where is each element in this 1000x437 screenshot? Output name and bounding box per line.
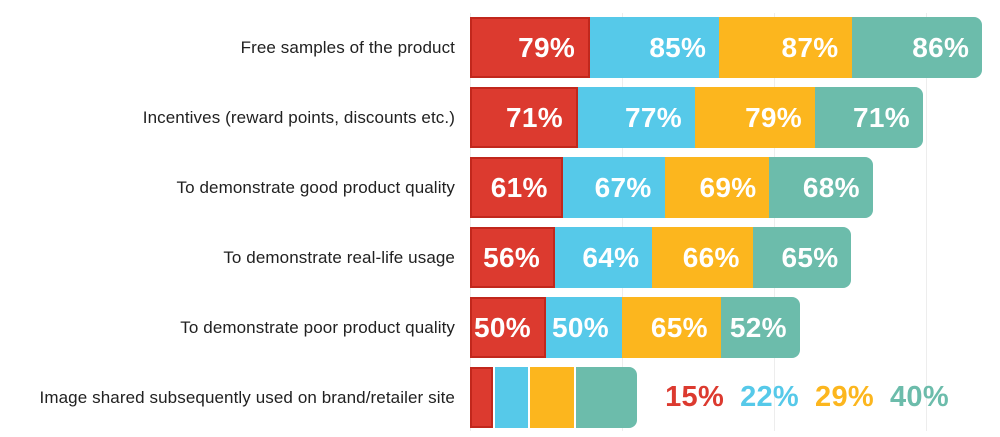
- category-label: Incentives (reward points, discounts etc…: [142, 107, 455, 127]
- segment-value-label: 66%: [682, 241, 740, 273]
- segment-value-label: 65%: [650, 311, 708, 343]
- outside-value-label: 15%: [665, 381, 725, 413]
- bar: 71% 77% 79% 71%: [470, 87, 923, 148]
- segment-value-label: 71%: [505, 101, 563, 133]
- chart-row: To demonstrate real-life usage 56% 64% 66% 6…: [0, 227, 1000, 288]
- grid-line: [926, 13, 927, 431]
- grid-line: [622, 13, 623, 431]
- segment-value-label: 71%: [852, 101, 910, 133]
- bar-segment-sky-blue: 64%: [555, 227, 653, 288]
- bar-segment-teal: 65%: [752, 227, 852, 288]
- bar-segment-yellow: [530, 367, 575, 428]
- segment-value-label: 86%: [912, 31, 970, 63]
- bar-segment-yellow: 87%: [719, 17, 852, 78]
- category-label: Image shared subsequently used on brand/…: [39, 387, 455, 407]
- grid-line: [774, 13, 775, 431]
- bar-segment-red: 71%: [470, 87, 578, 148]
- outside-value-label: 22%: [740, 381, 800, 413]
- segment-value-label: 87%: [781, 31, 839, 63]
- bar-segment-red: 56%: [470, 227, 556, 288]
- bar-segment-sky-blue: 67%: [562, 157, 665, 218]
- segment-value-label: 77%: [624, 101, 682, 133]
- bar-segment-yellow: 66%: [652, 227, 753, 288]
- segment-value-label: 50%: [552, 311, 609, 343]
- bar-segment-yellow: 65%: [622, 297, 721, 358]
- segment-value-label: 56%: [483, 241, 541, 273]
- bar-segment-red: [470, 367, 493, 428]
- bar-segment-red: 61%: [470, 157, 563, 218]
- bar-segment-yellow: 69%: [664, 157, 770, 218]
- bar-segment-sky-blue: [494, 367, 529, 428]
- bar: [470, 367, 638, 428]
- grid-line: [470, 13, 471, 431]
- outside-value-label: 40%: [889, 381, 949, 413]
- chart-row: Incentives (reward points, discounts etc…: [0, 87, 1000, 148]
- outside-value-labels: 15% 22% 29% 40%: [665, 381, 949, 414]
- bar-segment-sky-blue: 85%: [590, 17, 720, 78]
- chart-row: To demonstrate poor product quality 50% 50…: [0, 297, 1000, 358]
- chart-row: Image shared subsequently used on brand/…: [0, 367, 1000, 428]
- category-label: To demonstrate good product quality: [176, 177, 455, 197]
- segment-value-label: 50%: [474, 311, 531, 343]
- bar: 50% 50% 65% 52%: [470, 297, 800, 358]
- chart-rows: Free samples of the product 79% 85% 87% 86% I…: [0, 17, 1000, 428]
- segment-value-label: 65%: [781, 241, 839, 273]
- bar-segment-red: 79%: [470, 17, 591, 78]
- category-label: To demonstrate real-life usage: [223, 247, 455, 267]
- category-label: Free samples of the product: [240, 37, 455, 57]
- segment-value-label: 67%: [594, 171, 652, 203]
- bar-segment-red: 50%: [470, 297, 546, 358]
- bar: 79% 85% 87% 86%: [470, 17, 983, 78]
- bar-segment-teal: 86%: [851, 17, 983, 78]
- segment-value-label: 69%: [699, 171, 757, 203]
- segment-value-label: 79%: [518, 31, 576, 63]
- chart-row: Free samples of the product 79% 85% 87% 86%: [0, 17, 1000, 78]
- segment-value-label: 61%: [490, 171, 548, 203]
- bar-segment-sky-blue: 50%: [546, 297, 622, 358]
- segment-value-label: 79%: [745, 101, 803, 133]
- bar-segment-teal: [576, 367, 638, 428]
- bar-segment-teal: 52%: [720, 297, 800, 358]
- bar-segment-sky-blue: 77%: [577, 87, 695, 148]
- bar: 56% 64% 66% 65%: [470, 227, 852, 288]
- segment-value-label: 85%: [649, 31, 707, 63]
- segment-value-label: 52%: [729, 311, 787, 343]
- bar: 61% 67% 69% 68%: [470, 157, 873, 218]
- segment-value-label: 68%: [802, 171, 860, 203]
- category-label: To demonstrate poor product quality: [180, 317, 455, 337]
- segment-value-label: 64%: [582, 241, 640, 273]
- bar-segment-teal: 68%: [769, 157, 873, 218]
- outside-value-label: 29%: [815, 381, 874, 413]
- bar-segment-teal: 71%: [815, 87, 923, 148]
- bar-segment-yellow: 79%: [694, 87, 816, 148]
- chart-row: To demonstrate good product quality 61% 67…: [0, 157, 1000, 218]
